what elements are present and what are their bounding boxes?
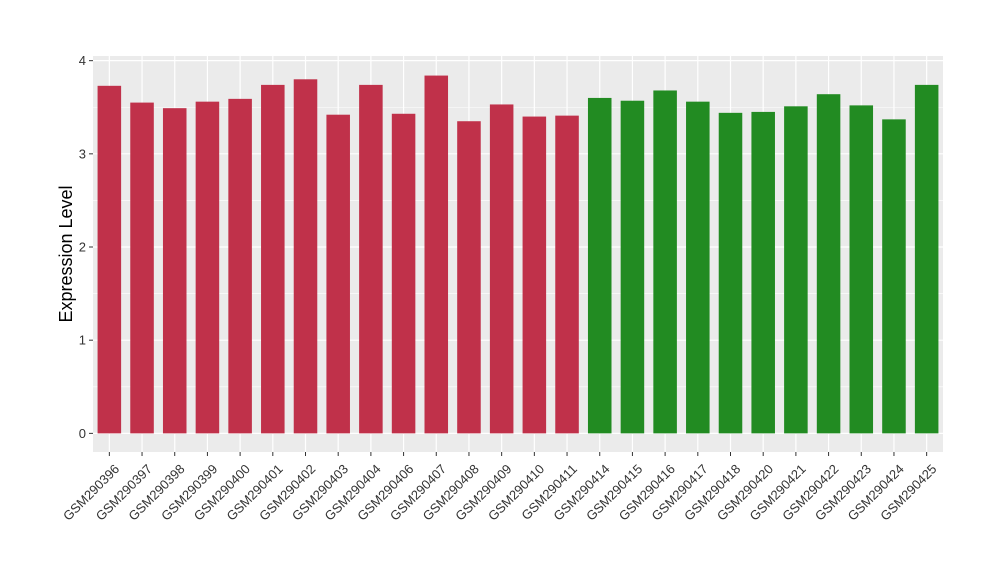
bar: [359, 84, 383, 434]
bar: [620, 100, 645, 434]
bar: [522, 116, 547, 434]
bars: [97, 75, 939, 434]
bar: [489, 104, 514, 434]
bar: [653, 90, 677, 434]
bar: [195, 101, 220, 434]
bar: [261, 84, 285, 434]
y-tick-label: 2: [79, 240, 86, 255]
y-tick-label: 0: [79, 426, 86, 441]
y-axis-title: Expression Level: [56, 185, 76, 322]
y-axis: 0 1 2 3 4: [79, 53, 93, 441]
bar: [130, 102, 154, 434]
bar: [751, 111, 775, 434]
bar: [914, 84, 939, 434]
y-tick-label: 4: [79, 53, 86, 68]
bar: [718, 112, 743, 434]
bar: [228, 98, 252, 434]
bar: [97, 85, 122, 434]
bar: [784, 106, 808, 434]
y-tick-label: 1: [79, 333, 86, 348]
bar: [391, 113, 416, 434]
y-tick-label: 3: [79, 146, 86, 161]
plot-panel: [93, 56, 943, 452]
bar: [882, 119, 906, 434]
bar: [555, 115, 579, 434]
bar: [162, 108, 187, 434]
bar: [457, 121, 481, 434]
bar: [849, 105, 874, 434]
bar: [816, 94, 841, 434]
bar: [587, 97, 612, 434]
bar: [326, 114, 350, 434]
x-axis: GSM290396GSM290397GSM290398GSM290399GSM2…: [60, 452, 940, 524]
bar: [293, 79, 318, 434]
bar: [686, 101, 710, 434]
bar: [424, 75, 449, 434]
